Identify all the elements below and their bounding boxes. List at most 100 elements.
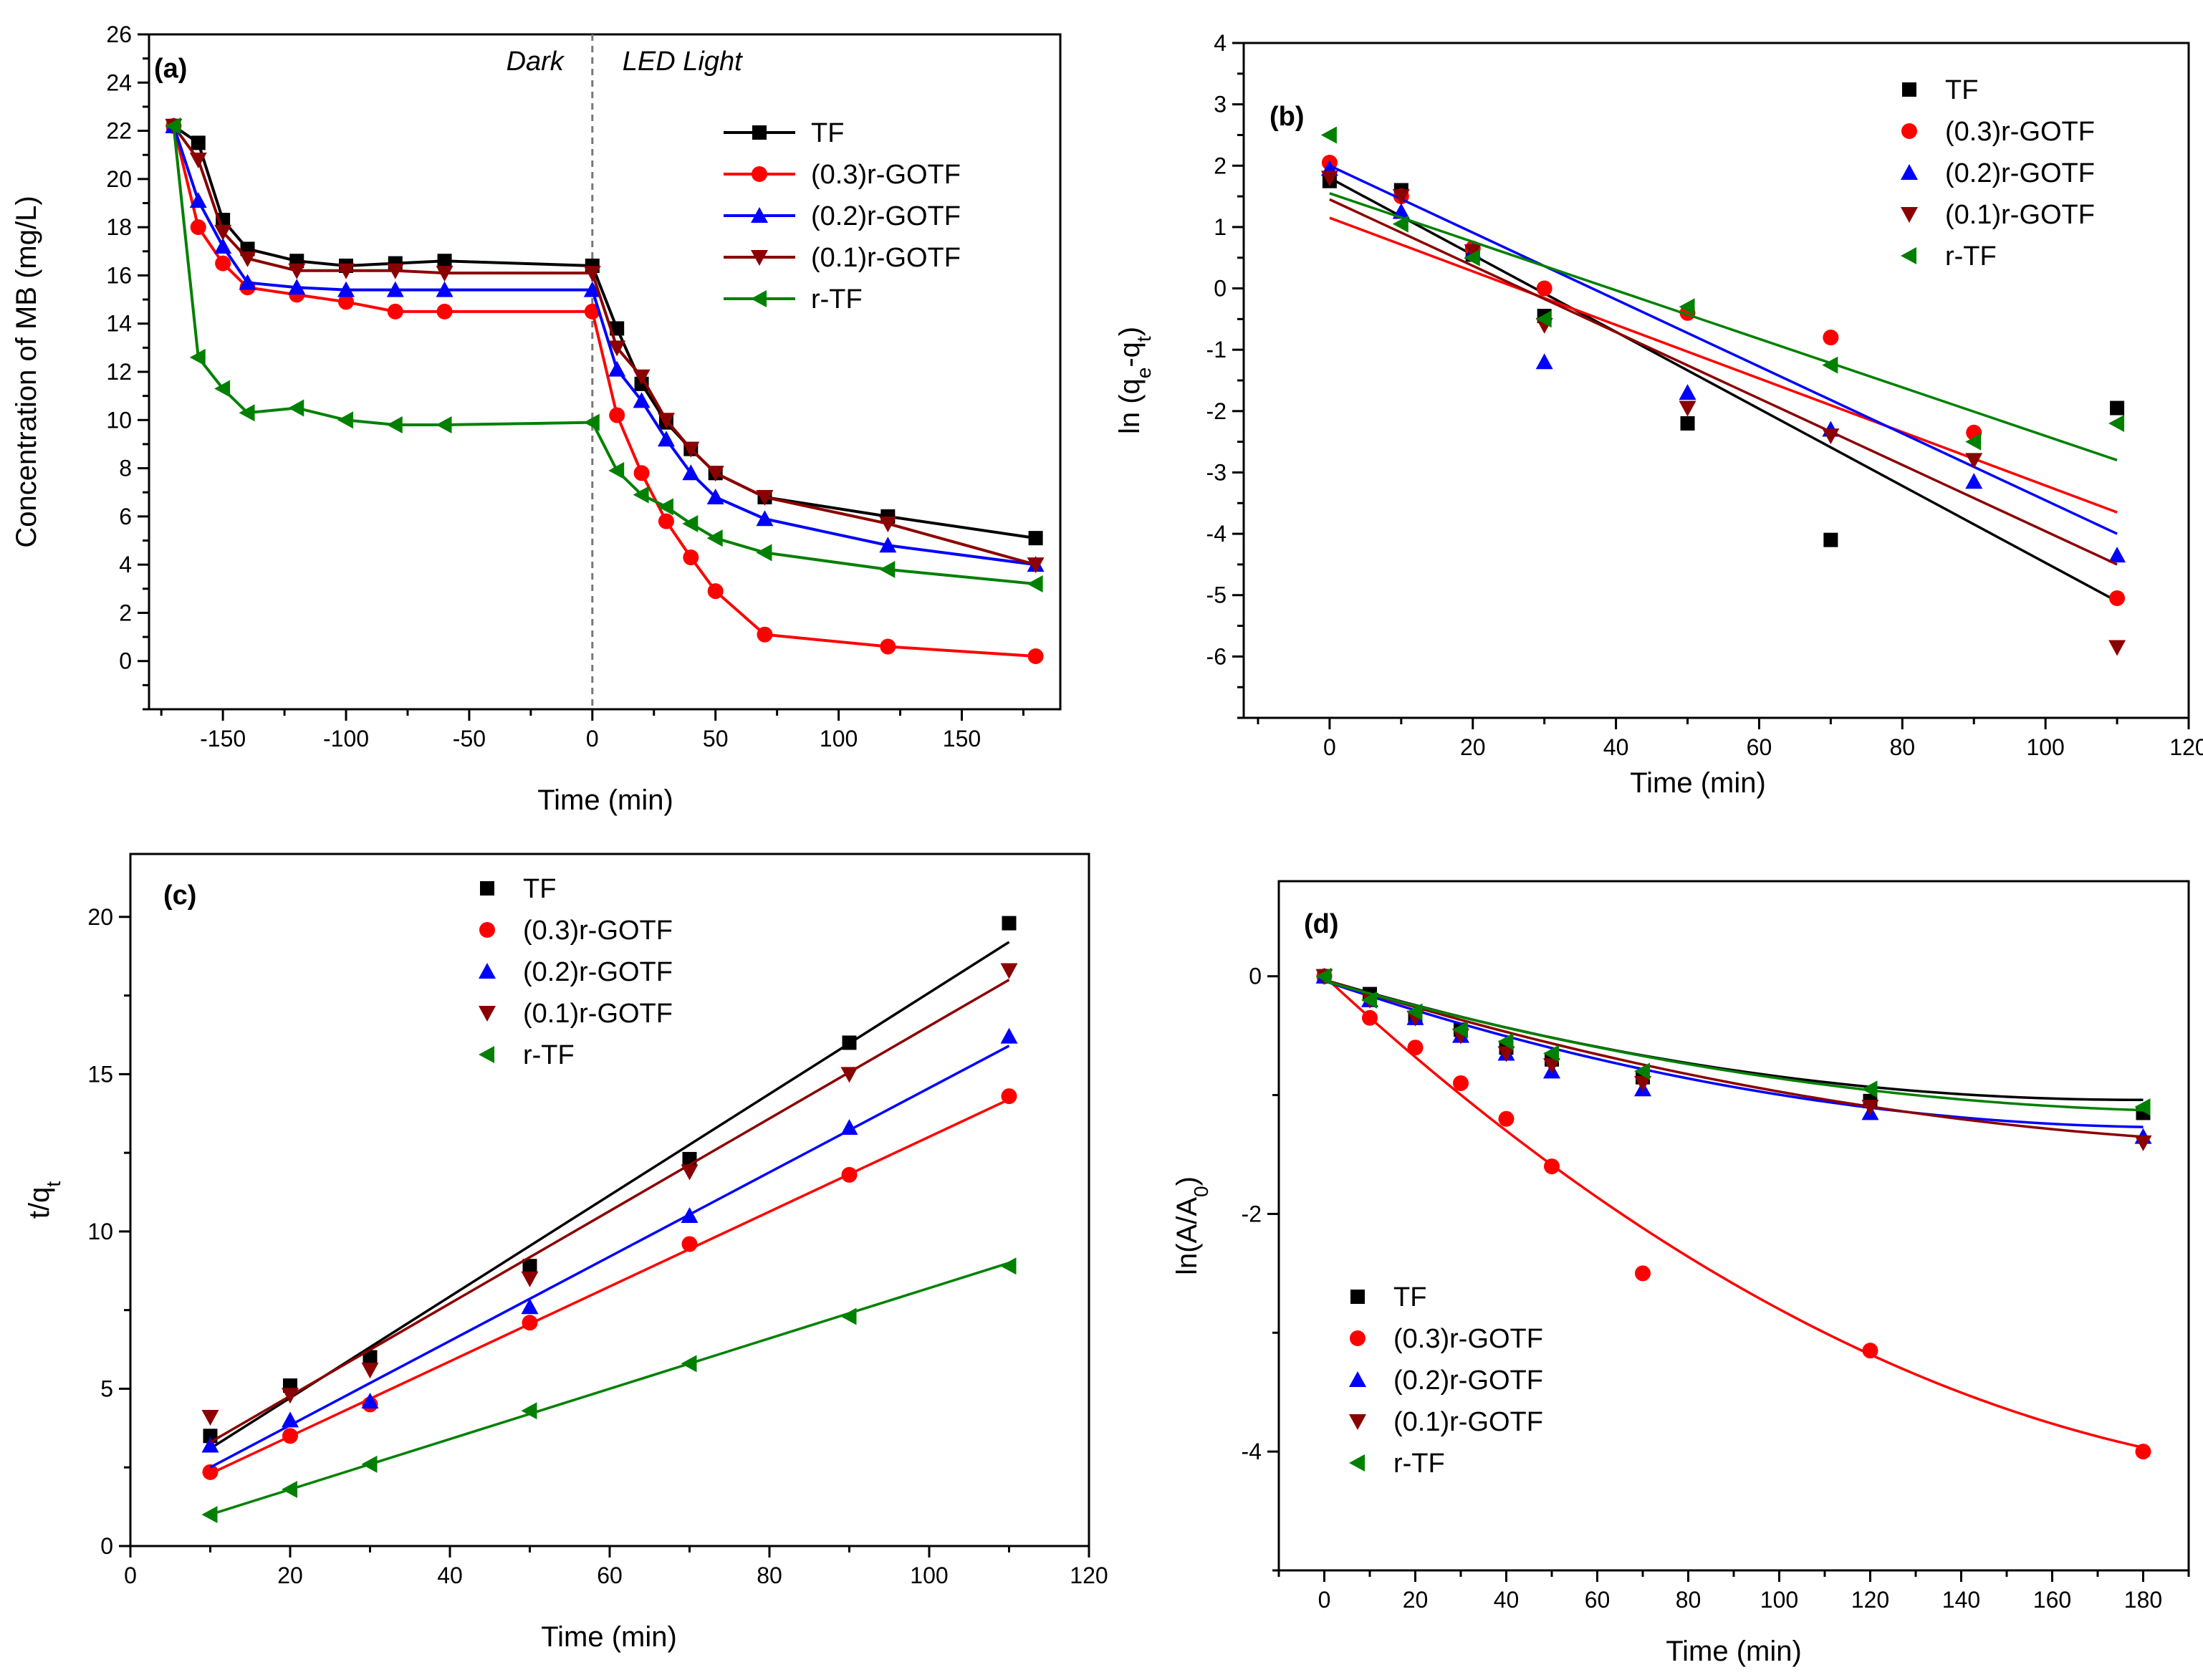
x-tick-label: 120 bbox=[1851, 1587, 1889, 1613]
data-point bbox=[1634, 1062, 1650, 1080]
y-tick-label: 20 bbox=[87, 904, 113, 930]
data-point bbox=[1965, 473, 1983, 489]
legend-marker bbox=[1901, 123, 1917, 139]
data-point bbox=[2108, 640, 2126, 656]
y-tick-label: 2 bbox=[119, 600, 132, 625]
data-point bbox=[386, 281, 404, 297]
y-tick-label: -5 bbox=[1206, 582, 1227, 608]
y-tick-label: 4 bbox=[119, 552, 132, 577]
x-tick-label: 0 bbox=[1318, 1587, 1331, 1613]
x-tick-label: 80 bbox=[1676, 1587, 1702, 1613]
panel-label: (c) bbox=[163, 880, 196, 911]
y-tick-label: 6 bbox=[119, 504, 132, 529]
panel-label: (a) bbox=[154, 54, 187, 84]
legend-marker bbox=[1901, 164, 1918, 180]
legend-marker bbox=[752, 125, 767, 140]
legend-marker bbox=[751, 207, 768, 223]
legend-label: r-TF bbox=[1393, 1449, 1445, 1479]
data-point bbox=[681, 1206, 699, 1223]
series-0-2-r-gotf bbox=[1315, 967, 2152, 1144]
region-label-light: LED Light bbox=[623, 47, 743, 77]
data-point bbox=[191, 135, 206, 150]
x-tick-label: 60 bbox=[597, 1563, 623, 1588]
data-point bbox=[1680, 416, 1695, 431]
data-point bbox=[2135, 1444, 2151, 1460]
data-point bbox=[239, 404, 255, 422]
data-point bbox=[1543, 1058, 1560, 1075]
data-point bbox=[165, 117, 181, 135]
fit-line bbox=[1329, 176, 2118, 603]
data-point bbox=[1320, 126, 1337, 144]
x-tick-label: 100 bbox=[820, 726, 858, 752]
data-point bbox=[1822, 428, 1840, 445]
data-point bbox=[1028, 531, 1043, 546]
data-point bbox=[1861, 1100, 1879, 1116]
data-point bbox=[681, 1355, 697, 1373]
data-point bbox=[682, 514, 699, 532]
series-0-3-r-gotf bbox=[202, 1088, 1017, 1480]
data-point bbox=[657, 431, 675, 447]
data-point bbox=[681, 1236, 698, 1252]
y-tick-label: 3 bbox=[1214, 92, 1227, 117]
data-point bbox=[282, 1480, 297, 1498]
data-point bbox=[1464, 249, 1480, 267]
x-tick-label: 50 bbox=[703, 726, 729, 752]
data-point bbox=[1823, 532, 1838, 547]
x-tick-label: 80 bbox=[757, 1563, 782, 1588]
y-tick-label: -3 bbox=[1206, 459, 1227, 485]
legend-label: (0.3)r-GOTF bbox=[523, 916, 673, 946]
data-point bbox=[1320, 171, 1338, 187]
data-point bbox=[361, 1363, 379, 1379]
data-point bbox=[201, 1436, 219, 1453]
data-point bbox=[521, 1271, 539, 1287]
data-point bbox=[282, 1388, 299, 1404]
legend-marker bbox=[1350, 1290, 1365, 1304]
legend-label: r-TF bbox=[523, 1040, 575, 1070]
x-tick-label: 20 bbox=[1403, 1587, 1429, 1613]
y-tick-label: -2 bbox=[1206, 398, 1227, 424]
data-point bbox=[363, 1350, 378, 1365]
fit-curve bbox=[1324, 978, 2144, 1101]
data-point bbox=[202, 1464, 219, 1480]
legend-label: (0.1)r-GOTF bbox=[811, 243, 961, 273]
series-r-tf bbox=[1320, 126, 2125, 461]
legend-marker bbox=[1350, 1330, 1366, 1346]
y-tick-label: 8 bbox=[119, 456, 132, 481]
data-point bbox=[658, 513, 674, 529]
y-tick-label: 10 bbox=[87, 1219, 113, 1244]
x-tick-label: 150 bbox=[943, 726, 981, 752]
data-point bbox=[1027, 575, 1043, 593]
data-point bbox=[633, 465, 650, 481]
series-line bbox=[172, 125, 1036, 586]
series-0-3-r-gotf bbox=[165, 117, 1044, 664]
x-tick-label: 180 bbox=[2124, 1587, 2162, 1613]
data-point bbox=[608, 461, 625, 479]
y-tick-label: 16 bbox=[106, 262, 132, 288]
data-point bbox=[338, 294, 355, 310]
data-point bbox=[288, 399, 304, 417]
fit-line bbox=[209, 1262, 1010, 1516]
data-point bbox=[1862, 1343, 1878, 1359]
data-point bbox=[840, 1119, 858, 1136]
data-point bbox=[1535, 353, 1553, 370]
data-point bbox=[756, 510, 774, 527]
x-tick-label: 20 bbox=[1460, 734, 1486, 760]
series-tf bbox=[203, 916, 1017, 1450]
data-point bbox=[1464, 244, 1482, 261]
fit-line bbox=[209, 1045, 1010, 1469]
fit-line bbox=[1329, 198, 2118, 566]
y-tick-label: 5 bbox=[100, 1376, 113, 1401]
data-point bbox=[1823, 330, 1839, 346]
data-point bbox=[707, 583, 724, 600]
legend-marker bbox=[479, 1006, 496, 1022]
legend-marker bbox=[1901, 207, 1918, 223]
y-tick-label: 4 bbox=[1214, 30, 1227, 56]
data-point bbox=[583, 266, 601, 282]
data-point bbox=[1027, 648, 1044, 664]
data-point bbox=[1498, 1110, 1515, 1127]
data-point bbox=[214, 238, 232, 254]
data-point bbox=[2108, 414, 2125, 432]
data-point bbox=[706, 529, 723, 547]
panel-label: (d) bbox=[1304, 909, 1339, 939]
